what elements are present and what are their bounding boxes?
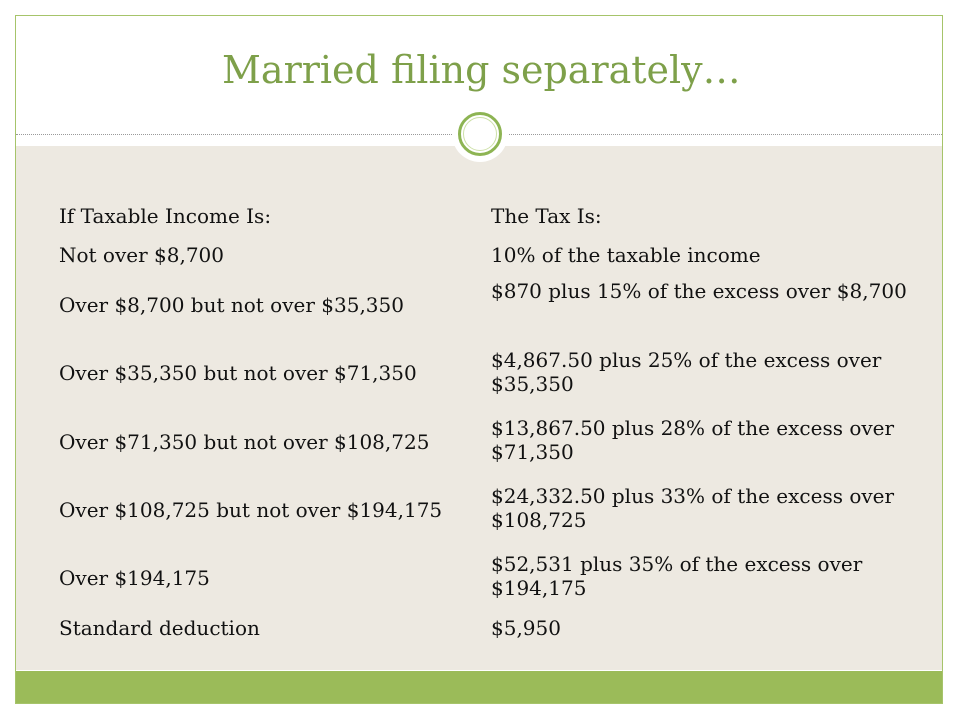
slide-title: Married filing separately… [222,48,741,92]
row-tax: $5,950 [491,616,561,640]
row-tax: $13,867.50 plus 28% of the excess over $… [491,416,895,464]
header-tax: The Tax Is: [491,204,602,228]
inner-ring-icon [463,117,497,151]
row-tax: $4,867.50 plus 25% of the excess over $3… [491,348,882,396]
circle-ornament-icon [452,106,508,162]
row-condition: Over $194,175 [59,566,210,590]
outer-ring-icon [458,112,502,156]
slide-frame [15,15,943,704]
row-condition: Over $8,700 but not over $35,350 [59,293,404,317]
row-condition: Not over $8,700 [59,243,225,267]
row-tax: 10% of the taxable income [491,243,761,267]
row-tax: $24,332.50 plus 33% of the excess over $… [491,484,895,532]
row-condition: Over $108,725 but not over $194,175 [59,498,443,522]
row-condition: Over $71,350 but not over $108,725 [59,430,430,454]
row-tax: $870 plus 15% of the excess over $8,700 [491,279,907,303]
row-condition: Over $35,350 but not over $71,350 [59,361,417,385]
row-condition: Standard deduction [59,616,260,640]
footer-bar [16,671,942,703]
content-panel [16,146,942,670]
row-tax: $52,531 plus 35% of the excess over $194… [491,552,863,600]
header-condition: If Taxable Income Is: [59,204,272,228]
